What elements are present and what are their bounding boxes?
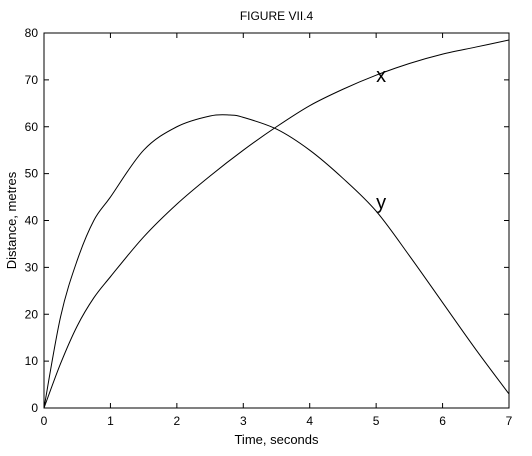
y-tick-label: 70 (25, 73, 39, 87)
chart-title: FIGURE VII.4 (240, 9, 314, 23)
x-axis-title: Time, seconds (234, 432, 319, 447)
y-tick-label: 30 (25, 260, 39, 274)
y-tick-label: 50 (25, 167, 39, 181)
x-tick-label: 6 (439, 414, 446, 428)
series-line-x (43, 39, 510, 409)
y-axis-title: Distance, metres (4, 171, 19, 269)
x-tick-label: 4 (306, 414, 313, 428)
x-tick-label: 2 (174, 414, 181, 428)
x-tick-label: 3 (240, 414, 247, 428)
y-tick-label: 10 (25, 354, 39, 368)
y-tick-label: 60 (25, 120, 39, 134)
series-label-y: y (376, 192, 386, 214)
x-tick-label: 5 (373, 414, 380, 428)
series-label-x: x (376, 65, 386, 87)
y-tick-label: 80 (25, 26, 39, 40)
plot-frame (43, 32, 510, 409)
y-tick-label: 20 (25, 307, 39, 321)
y-tick-label: 40 (25, 214, 39, 228)
y-tick-label: 0 (31, 401, 38, 415)
x-tick-label: 7 (506, 414, 513, 428)
x-tick-label: 0 (41, 414, 48, 428)
series-layer: xy (43, 39, 510, 409)
x-tick-label: 1 (107, 414, 114, 428)
series-line-y (43, 114, 510, 409)
